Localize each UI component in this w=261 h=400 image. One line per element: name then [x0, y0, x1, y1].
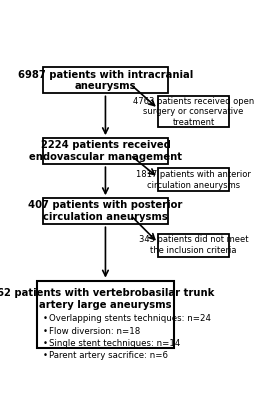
Bar	[43, 198, 168, 224]
Text: •: •	[43, 314, 48, 324]
Text: 4763 patients received open
surgery or conservative
treatment: 4763 patients received open surgery or c…	[133, 97, 254, 127]
Text: Flow diversion: n=18: Flow diversion: n=18	[49, 327, 140, 336]
Text: •: •	[43, 351, 48, 360]
Text: 345 patients did not meet
the inclusion criteria: 345 patients did not meet the inclusion …	[139, 236, 248, 255]
Text: 407 patients with posterior
circulation aneurysms: 407 patients with posterior circulation …	[28, 200, 183, 222]
Text: 2224 patients received
endovascular management: 2224 patients received endovascular mana…	[29, 140, 182, 162]
Text: •: •	[43, 327, 48, 336]
Bar	[158, 234, 229, 257]
Text: Single stent techniques: n=14: Single stent techniques: n=14	[49, 339, 180, 348]
Text: •: •	[43, 339, 48, 348]
Text: 62 patients with vertebrobasilar trunk
artery large aneurysms: 62 patients with vertebrobasilar trunk a…	[0, 288, 214, 310]
Text: 1817 patients with anterior
circulation aneurysms: 1817 patients with anterior circulation …	[136, 170, 251, 190]
Bar	[37, 280, 174, 348]
Bar	[43, 138, 168, 164]
Text: Parent artery sacrifice: n=6: Parent artery sacrifice: n=6	[49, 351, 168, 360]
Bar	[158, 96, 229, 127]
Text: 6987 patients with intracranial
aneurysms: 6987 patients with intracranial aneurysm…	[18, 70, 193, 91]
Bar	[43, 67, 168, 94]
Bar	[158, 168, 229, 191]
Text: Overlapping stents techniques: n=24: Overlapping stents techniques: n=24	[49, 314, 211, 324]
